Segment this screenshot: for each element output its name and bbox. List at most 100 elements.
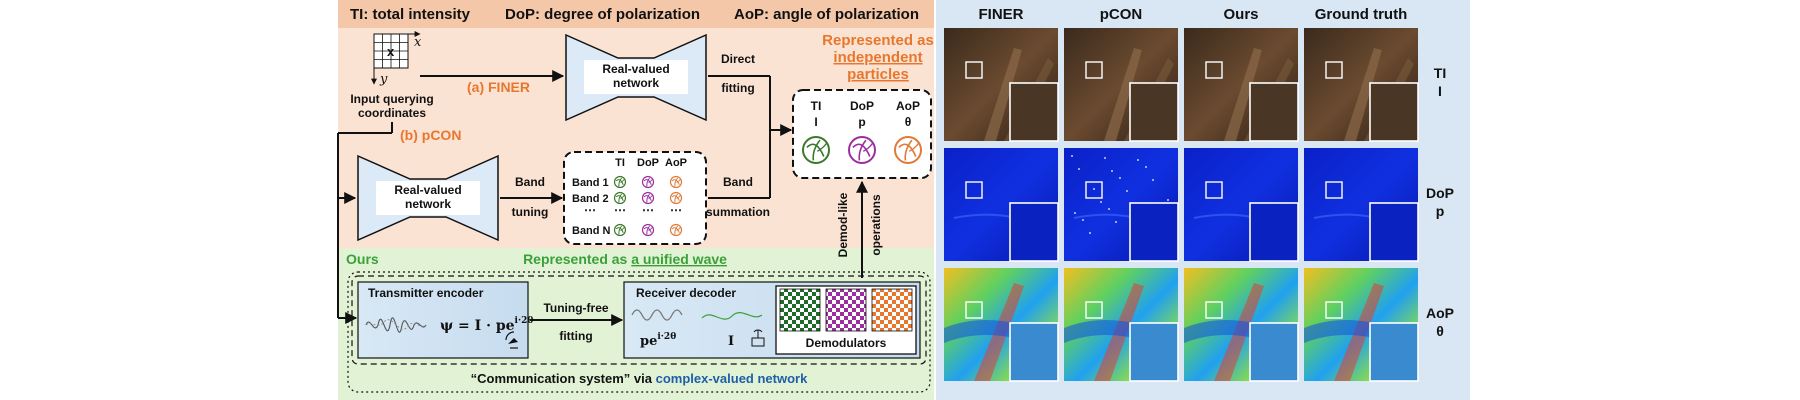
caption-prefix: “Communication system” via	[471, 371, 653, 386]
band-tuning-label-2: tuning	[512, 205, 549, 219]
transmitter-formula: ψ = I · pei·2θ	[440, 316, 533, 334]
result-image-0-3	[1304, 28, 1419, 142]
result-row-symbol-0: I	[1438, 83, 1442, 99]
band-summation-label-2: summation	[706, 205, 770, 219]
wave-title: Represented as a unified wave	[523, 251, 727, 267]
receiver-i: I	[728, 334, 734, 349]
results-grid: FINER pCON Ours Ground truth TI I DoP p AoP θ	[944, 6, 1454, 382]
result-row-name-0: TI	[1434, 65, 1446, 81]
finer-network-label-2: network	[613, 76, 659, 90]
direct-fitting-label-2: fitting	[721, 81, 754, 95]
grid-marker: x	[387, 44, 395, 59]
pcon-network	[357, 154, 499, 242]
result-image-0-2	[1184, 28, 1299, 142]
particle-symbol-2: θ	[905, 115, 912, 129]
result-image-2-1	[1064, 268, 1179, 382]
particles-title-2: independent	[833, 49, 922, 66]
transmitter-label: Transmitter encoder	[368, 286, 484, 300]
receiver-p-sup: i·2θ	[657, 332, 676, 342]
transmitter-wave-icon	[365, 317, 427, 333]
result-row-name-2: AoP	[1426, 305, 1454, 321]
tuning-free-label-1: Tuning-free	[543, 301, 608, 315]
receiver-wave-i-icon	[701, 312, 763, 320]
band-ball-0-1	[641, 175, 655, 189]
particles-title-3: particles	[847, 66, 909, 83]
legend-ti: TI: total intensity	[350, 6, 471, 23]
result-image-1-3	[1304, 148, 1419, 262]
antenna-icon	[505, 331, 518, 349]
coordinate-grid-icon	[371, 31, 421, 85]
band-ball-3-1	[641, 223, 655, 237]
input-label-1: Input querying	[350, 92, 433, 106]
band-label-0: Band 1	[572, 177, 609, 189]
ours-caption: “Communication system” via complex-value…	[471, 371, 808, 386]
formula-main: ψ = I · pe	[440, 318, 515, 334]
result-image-0-1	[1064, 28, 1179, 142]
demodulator-aop	[871, 288, 913, 332]
finer-network-label-1: Real-valued	[602, 62, 669, 76]
particle-ball-0	[802, 136, 830, 164]
band-ball-0-0	[613, 175, 627, 189]
band-ball-3-0	[613, 223, 627, 237]
band-header-0: TI	[615, 157, 625, 169]
legend-aop: AoP: angle of polarization	[734, 6, 919, 23]
communication-system-box	[347, 271, 931, 393]
receiver-wave-p-icon	[631, 309, 683, 321]
band-ball-1-1	[641, 191, 655, 205]
band-header-2: AoP	[665, 157, 687, 169]
demodulator-dop	[825, 288, 867, 332]
result-col-2: Ours	[1223, 6, 1258, 23]
band-ball-0-2	[669, 175, 683, 189]
band-ellipsis-1: ⋯	[642, 203, 654, 217]
result-col-0: FINER	[979, 6, 1024, 23]
particle-name-0: TI	[811, 99, 822, 113]
particles-title-1: Represented as	[822, 32, 934, 49]
legend-dop: DoP: degree of polarization	[505, 6, 700, 23]
result-image-1-2	[1184, 148, 1299, 262]
particles-group: TI I DoP p AoP θ	[802, 99, 922, 164]
demodulators-label: Demodulators	[806, 336, 887, 350]
particle-name-2: AoP	[896, 99, 920, 113]
tuning-free-label-2: fitting	[559, 329, 592, 343]
formula-sup: i·2θ	[515, 316, 534, 326]
result-image-2-3	[1304, 268, 1419, 382]
result-image-2-2	[1184, 268, 1299, 382]
receiver-antenna-icon	[751, 329, 765, 347]
pcon-network-label-2: network	[405, 197, 451, 211]
particle-symbol-0: I	[814, 115, 817, 129]
pcon-label: (b) pCON	[400, 127, 461, 143]
demod-label-2: operations	[869, 194, 883, 256]
band-header-1: DoP	[637, 157, 659, 169]
band-ellipsis-label: ⋯	[584, 203, 596, 217]
result-image-1-1	[1064, 148, 1179, 262]
receiver-p: pei·2θ	[640, 332, 676, 349]
band-ball-1-0	[613, 191, 627, 205]
bands-box	[563, 151, 707, 245]
x-axis-label: x	[414, 35, 422, 50]
result-row-symbol-2: θ	[1436, 323, 1444, 339]
transmitter-encoder	[357, 281, 529, 359]
band-ellipsis-2: ⋯	[670, 203, 682, 217]
input-label-2: coordinates	[358, 106, 426, 120]
direct-fitting-label-1: Direct	[721, 52, 755, 66]
result-image-2-0	[944, 268, 1059, 382]
demod-label-1: Demod-like	[836, 192, 850, 257]
result-row-symbol-1: p	[1436, 203, 1445, 219]
result-row-name-1: DoP	[1426, 185, 1454, 201]
result-col-3: Ground truth	[1315, 6, 1407, 23]
header-band	[338, 0, 934, 28]
wave-link: a unified wave	[631, 251, 727, 267]
result-image-1-0	[944, 148, 1059, 262]
caption-link: complex-valued network	[656, 371, 808, 386]
finer-label: (a) FINER	[467, 79, 530, 95]
particle-ball-1	[848, 136, 876, 164]
demodulator-ti	[779, 288, 821, 332]
band-label-1: Band 2	[572, 193, 609, 205]
finer-network	[565, 33, 707, 122]
result-image-0-0	[944, 28, 1059, 142]
band-summation-label-1: Band	[723, 175, 753, 189]
result-col-1: pCON	[1100, 6, 1143, 23]
band-tuning-label-1: Band	[515, 175, 545, 189]
